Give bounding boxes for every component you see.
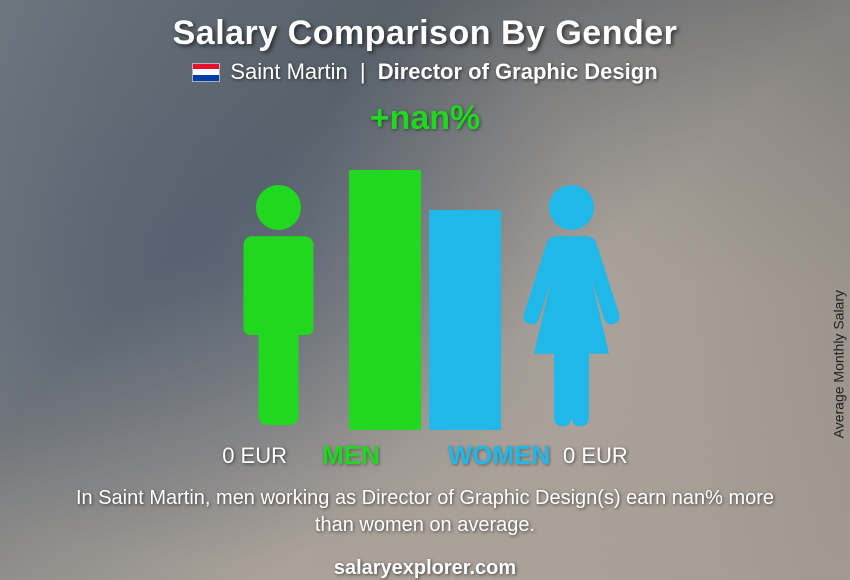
women-bar: [429, 210, 501, 430]
subtitle-row: Saint Martin | Director of Graphic Desig…: [192, 59, 657, 85]
caption: In Saint Martin, men working as Director…: [55, 485, 795, 539]
location-label: Saint Martin: [230, 59, 347, 84]
source-label: salaryexplorer.com: [334, 557, 516, 580]
women-category-label: WOMEN: [443, 440, 555, 471]
women-bar-col: [429, 210, 501, 430]
men-pictogram: [216, 180, 341, 430]
woman-icon: [509, 180, 634, 430]
women-pictogram: [509, 180, 634, 430]
men-value: 0 EUR: [157, 443, 287, 469]
men-bar-col: [349, 170, 421, 430]
men-bar: [349, 170, 421, 430]
role-label: Director of Graphic Design: [378, 59, 658, 84]
percentage-label: +nan%: [370, 99, 481, 138]
women-value: 0 EUR: [563, 443, 693, 469]
subtitle: Saint Martin | Director of Graphic Desig…: [230, 59, 657, 85]
chart-area: +nan%: [125, 105, 725, 430]
labels-row: 0 EUR MEN WOMEN 0 EUR: [125, 440, 725, 471]
separator: |: [360, 59, 366, 84]
flag-icon: [192, 63, 220, 82]
man-icon: [216, 180, 341, 430]
men-category-label: MEN: [295, 440, 407, 471]
page-title: Salary Comparison By Gender: [173, 14, 678, 53]
